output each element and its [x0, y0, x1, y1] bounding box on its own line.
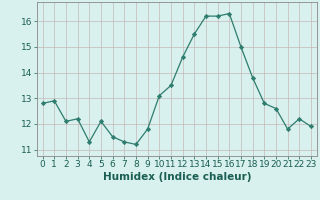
X-axis label: Humidex (Indice chaleur): Humidex (Indice chaleur): [102, 172, 251, 182]
